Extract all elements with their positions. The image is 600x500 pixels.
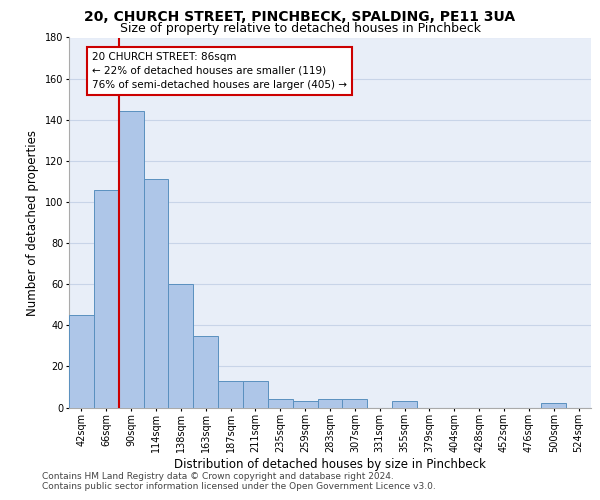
Bar [69,315,94,408]
Bar [293,402,317,407]
Text: Size of property relative to detached houses in Pinchbeck: Size of property relative to detached ho… [119,22,481,35]
Bar [392,402,417,407]
Bar [343,400,367,407]
Bar [317,400,343,407]
Text: Contains public sector information licensed under the Open Government Licence v3: Contains public sector information licen… [42,482,436,491]
Y-axis label: Number of detached properties: Number of detached properties [26,130,40,316]
Bar [119,112,143,408]
Bar [243,381,268,407]
Bar [541,404,566,407]
Bar [268,400,293,407]
Bar [94,190,119,408]
Bar [193,336,218,407]
Text: Contains HM Land Registry data © Crown copyright and database right 2024.: Contains HM Land Registry data © Crown c… [42,472,394,481]
Bar [143,180,169,408]
Bar [169,284,193,408]
Bar [218,381,243,407]
Text: 20, CHURCH STREET, PINCHBECK, SPALDING, PE11 3UA: 20, CHURCH STREET, PINCHBECK, SPALDING, … [85,10,515,24]
X-axis label: Distribution of detached houses by size in Pinchbeck: Distribution of detached houses by size … [174,458,486,471]
Text: 20 CHURCH STREET: 86sqm
← 22% of detached houses are smaller (119)
76% of semi-d: 20 CHURCH STREET: 86sqm ← 22% of detache… [92,52,347,90]
